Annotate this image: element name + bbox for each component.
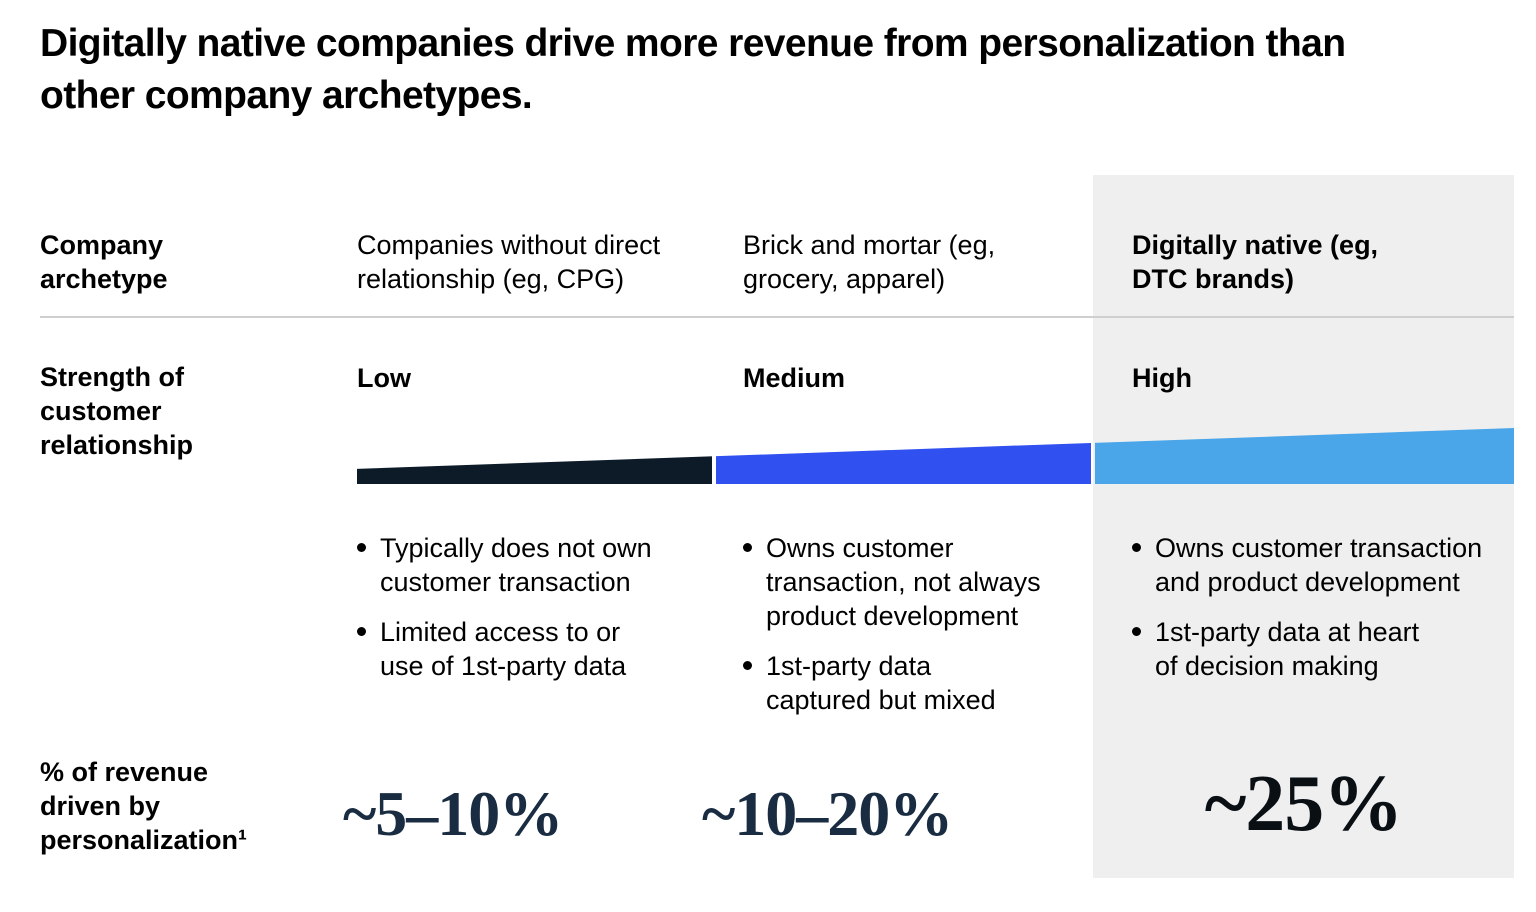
- row-label-company-archetype: Company archetype: [40, 230, 168, 294]
- bullet-text: Owns customer transaction, not always pr…: [766, 533, 1041, 631]
- bullet-dot-icon: [1132, 627, 1141, 636]
- bullet-list-digitally-native: Owns customer transaction and product de…: [1132, 531, 1517, 699]
- revenue-value-brick-and-mortar: ~10–20%: [702, 778, 953, 849]
- archetype-cell-brick-and-mortar: Brick and mortar (eg, grocery, apparel): [743, 230, 996, 294]
- exhibit-title: Digitally native companies drive more re…: [40, 22, 1346, 117]
- bullet-dot-icon: [357, 627, 366, 636]
- list-item: 1st-party data captured but mixed: [743, 649, 1078, 717]
- bullet-dot-icon: [743, 543, 752, 552]
- bullet-dot-icon: [357, 543, 366, 552]
- strength-wedge-segment-medium: [716, 428, 1091, 484]
- bullet-text: Limited access to or use of 1st-party da…: [380, 617, 627, 681]
- strength-wedge: [357, 428, 1514, 484]
- header-divider-line: [40, 316, 1514, 318]
- list-item: Owns customer transaction and product de…: [1132, 531, 1517, 599]
- bullet-text: 1st-party data at heart of decision maki…: [1155, 617, 1420, 681]
- strength-wedge-segment-low: [357, 428, 712, 484]
- revenue-value-cpg: ~5–10%: [343, 778, 563, 849]
- revenue-value-digitally-native: ~25%: [1204, 760, 1404, 848]
- archetype-cell-cpg: Companies without direct relationship (e…: [357, 230, 661, 294]
- list-item: Owns customer transaction, not always pr…: [743, 531, 1078, 633]
- strength-level-low: Low: [357, 363, 411, 393]
- strength-level-medium: Medium: [743, 363, 846, 393]
- bullet-list-brick-and-mortar: Owns customer transaction, not always pr…: [743, 531, 1078, 733]
- list-item: 1st-party data at heart of decision maki…: [1132, 615, 1517, 683]
- archetype-cell-digitally-native: Digitally native (eg, DTC brands): [1132, 230, 1379, 294]
- list-item: Typically does not own customer transact…: [357, 531, 692, 599]
- row-label-strength: Strength of customer relationship: [40, 362, 194, 460]
- bullet-text: 1st-party data captured but mixed: [766, 651, 996, 715]
- bullet-text: Typically does not own customer transact…: [380, 533, 652, 597]
- list-item: Limited access to or use of 1st-party da…: [357, 615, 692, 683]
- strength-level-high: High: [1132, 363, 1192, 393]
- bullet-dot-icon: [1132, 543, 1141, 552]
- row-label-revenue: % of revenue driven by personalization¹: [40, 757, 248, 855]
- bullet-text: Owns customer transaction and product de…: [1155, 533, 1483, 597]
- bullet-dot-icon: [743, 661, 752, 670]
- highlight-panel-digitally-native: [1093, 175, 1514, 878]
- bullet-list-cpg: Typically does not own customer transact…: [357, 531, 692, 699]
